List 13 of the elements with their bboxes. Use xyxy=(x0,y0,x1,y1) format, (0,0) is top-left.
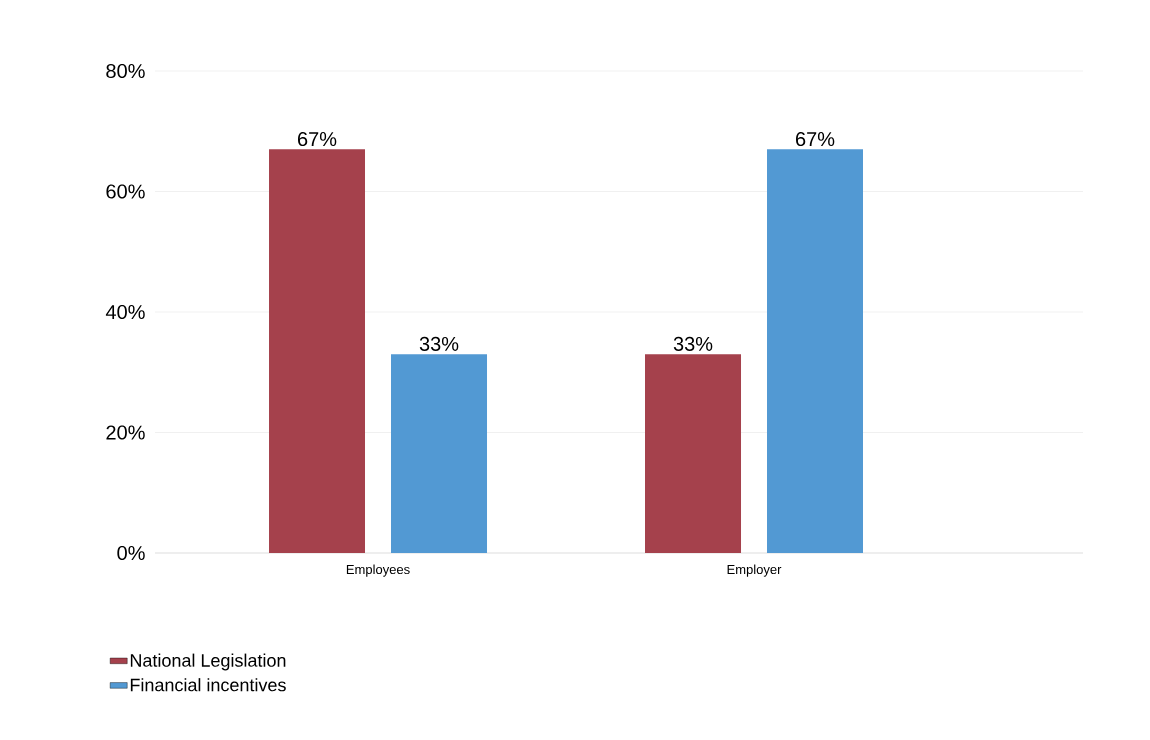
y-tick-label: 20% xyxy=(106,425,145,440)
data-label: 67% xyxy=(298,131,337,147)
data-label: 33% xyxy=(419,336,459,351)
data-label: 33% xyxy=(673,336,713,351)
x-tick-label: Employees xyxy=(346,564,410,577)
y-tick-label: 80% xyxy=(106,63,145,79)
y-tick-label: 60% xyxy=(106,184,145,199)
data-label: 67% xyxy=(796,131,835,147)
legend-label: Financial incentives xyxy=(130,678,286,692)
y-tick-label: 40% xyxy=(105,304,145,320)
legend-label: National Legislation xyxy=(130,653,286,671)
x-tick-label: Employer xyxy=(727,564,782,577)
y-tick-label: 0% xyxy=(117,545,145,561)
